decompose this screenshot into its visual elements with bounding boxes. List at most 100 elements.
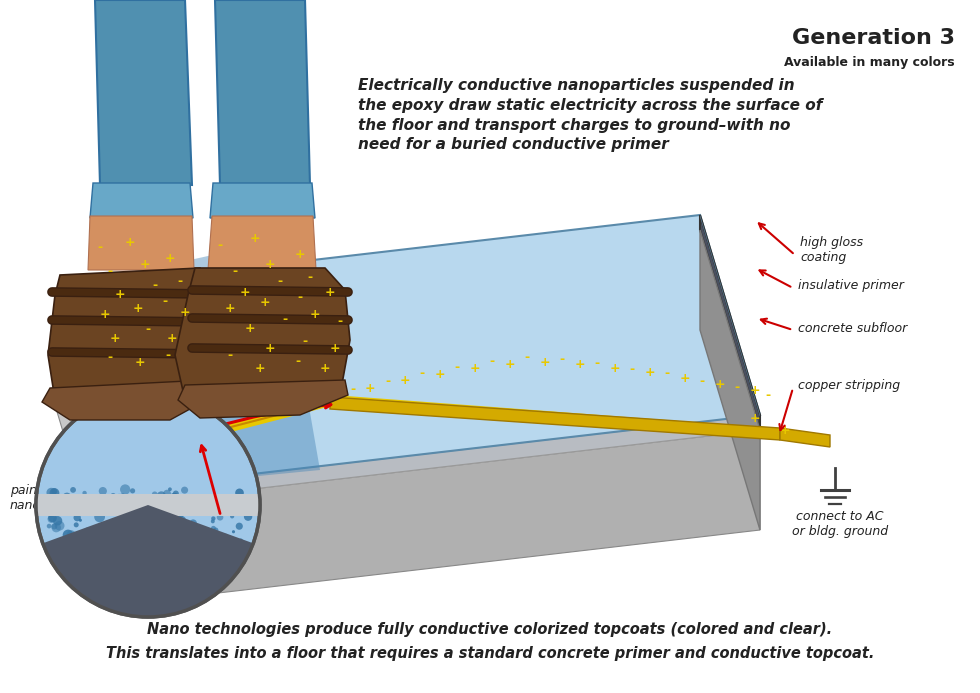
Circle shape xyxy=(122,581,129,588)
Text: +: + xyxy=(680,371,690,385)
Circle shape xyxy=(168,487,172,491)
Circle shape xyxy=(175,496,179,500)
Circle shape xyxy=(235,553,242,559)
Circle shape xyxy=(85,509,89,512)
Circle shape xyxy=(152,505,163,516)
Circle shape xyxy=(105,547,111,553)
Circle shape xyxy=(148,577,154,584)
Circle shape xyxy=(99,487,107,495)
Circle shape xyxy=(179,572,188,581)
Circle shape xyxy=(118,516,126,524)
Circle shape xyxy=(136,519,145,528)
Circle shape xyxy=(130,593,134,597)
Polygon shape xyxy=(178,380,348,418)
Wedge shape xyxy=(43,505,253,617)
Circle shape xyxy=(142,532,153,543)
Circle shape xyxy=(172,567,178,573)
Circle shape xyxy=(138,550,143,554)
Circle shape xyxy=(74,523,78,527)
Text: -: - xyxy=(560,353,564,367)
Text: +: + xyxy=(714,378,725,390)
Circle shape xyxy=(148,515,152,518)
Circle shape xyxy=(230,514,234,518)
Circle shape xyxy=(91,571,97,577)
Circle shape xyxy=(102,554,107,559)
Circle shape xyxy=(232,550,240,557)
Circle shape xyxy=(118,527,126,536)
Circle shape xyxy=(232,530,235,534)
Circle shape xyxy=(199,588,205,594)
Circle shape xyxy=(175,510,183,519)
Text: Electrically conductive nanoparticles suspended in
the epoxy draw static electri: Electrically conductive nanoparticles su… xyxy=(358,78,822,152)
Circle shape xyxy=(114,497,123,507)
Text: -: - xyxy=(419,367,424,380)
Text: Nano technologies produce fully conductive colorized topcoats (colored and clear: Nano technologies produce fully conducti… xyxy=(147,622,833,637)
Polygon shape xyxy=(215,0,310,185)
Circle shape xyxy=(51,523,58,529)
Circle shape xyxy=(207,568,213,572)
Circle shape xyxy=(172,538,177,543)
Circle shape xyxy=(139,496,146,503)
Circle shape xyxy=(162,585,166,589)
Circle shape xyxy=(224,547,233,556)
Text: -: - xyxy=(385,376,391,389)
Circle shape xyxy=(47,524,51,529)
Circle shape xyxy=(72,505,82,514)
Circle shape xyxy=(80,510,86,516)
Circle shape xyxy=(67,545,75,554)
Polygon shape xyxy=(780,428,830,447)
Polygon shape xyxy=(55,305,115,605)
Circle shape xyxy=(65,563,72,571)
Circle shape xyxy=(67,530,75,540)
Circle shape xyxy=(220,545,228,553)
Circle shape xyxy=(74,554,80,561)
Circle shape xyxy=(74,548,85,559)
Circle shape xyxy=(59,547,65,553)
Circle shape xyxy=(67,554,72,559)
Circle shape xyxy=(121,534,131,545)
Text: +: + xyxy=(469,362,480,374)
Circle shape xyxy=(36,393,260,617)
Circle shape xyxy=(115,494,124,504)
Text: -: - xyxy=(253,387,258,399)
Circle shape xyxy=(142,523,151,531)
Text: -: - xyxy=(277,276,282,288)
Text: +: + xyxy=(324,286,335,299)
Circle shape xyxy=(74,514,81,521)
Polygon shape xyxy=(330,397,780,440)
Circle shape xyxy=(93,505,98,509)
Text: +: + xyxy=(780,423,790,437)
Polygon shape xyxy=(55,230,760,505)
Circle shape xyxy=(238,538,243,543)
Circle shape xyxy=(211,519,215,523)
Text: concrete subfloor: concrete subfloor xyxy=(798,322,907,335)
Circle shape xyxy=(118,595,126,604)
Text: +: + xyxy=(610,362,620,374)
Text: paint cross section:
nanoparticles: paint cross section: nanoparticles xyxy=(10,484,131,512)
Circle shape xyxy=(187,502,194,510)
Text: +: + xyxy=(750,412,760,425)
Polygon shape xyxy=(48,268,210,405)
Circle shape xyxy=(143,515,150,522)
Circle shape xyxy=(127,597,138,607)
Circle shape xyxy=(93,561,103,570)
Circle shape xyxy=(119,547,129,557)
Circle shape xyxy=(162,532,169,538)
Text: +: + xyxy=(540,356,551,369)
Circle shape xyxy=(172,491,178,496)
Circle shape xyxy=(71,487,76,493)
Circle shape xyxy=(77,573,81,577)
Text: copper stripping: copper stripping xyxy=(798,378,900,392)
Circle shape xyxy=(59,547,67,555)
Circle shape xyxy=(101,529,111,538)
Text: -: - xyxy=(765,389,770,403)
Text: +: + xyxy=(132,301,143,315)
Circle shape xyxy=(112,593,122,602)
Circle shape xyxy=(169,528,175,535)
Circle shape xyxy=(49,499,52,502)
Circle shape xyxy=(42,503,50,511)
Circle shape xyxy=(50,488,60,498)
Circle shape xyxy=(59,501,63,505)
Circle shape xyxy=(108,499,113,504)
Circle shape xyxy=(221,554,229,562)
